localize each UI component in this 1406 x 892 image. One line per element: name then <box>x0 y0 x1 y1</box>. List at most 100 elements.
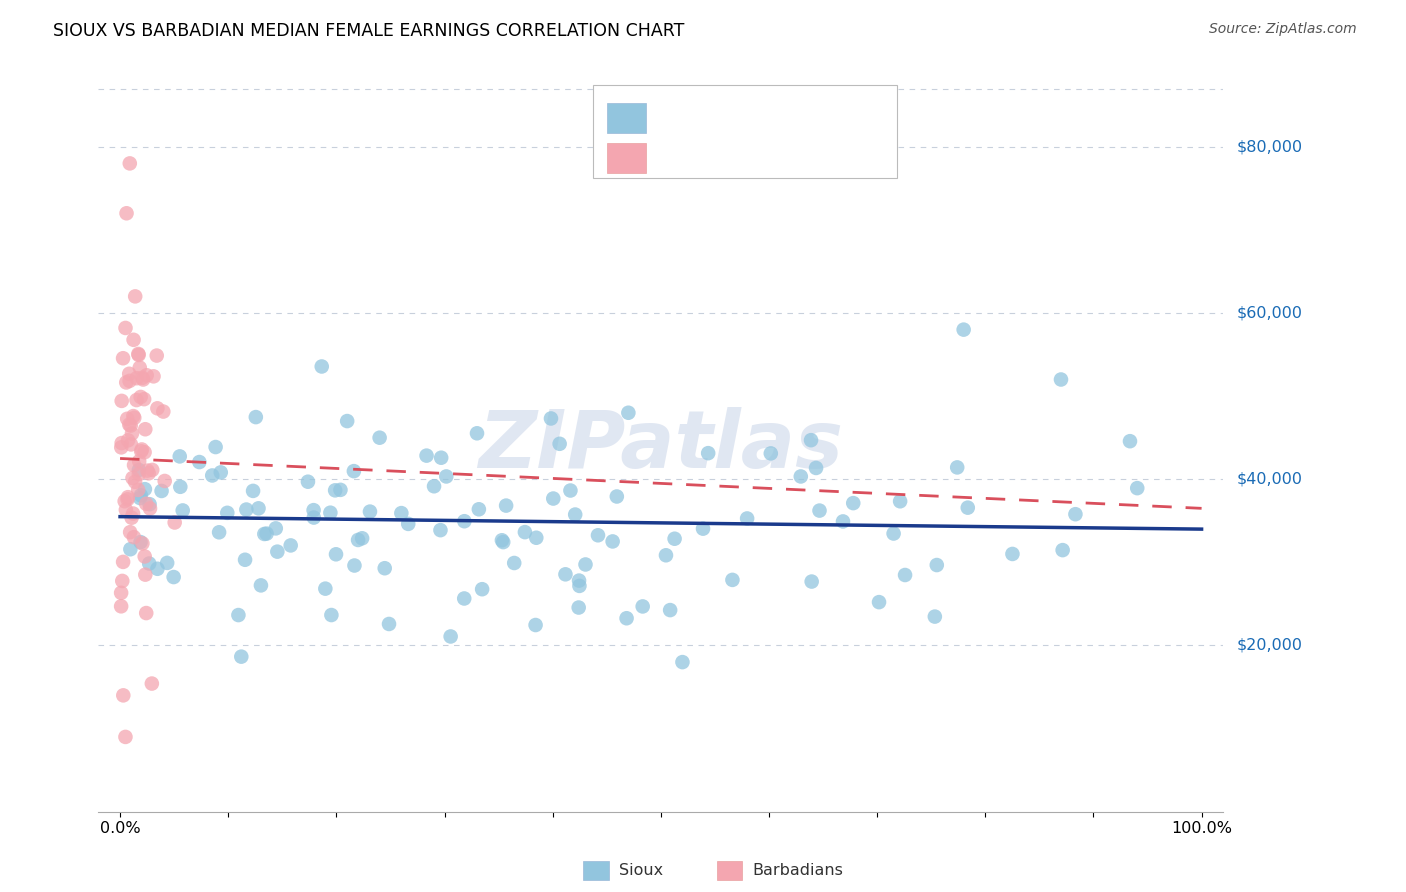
Text: -0.037: -0.037 <box>703 109 756 127</box>
Barbadians <box>135 606 157 620</box>
Sioux <box>245 410 267 425</box>
Barbadians <box>118 417 141 432</box>
Sioux <box>217 506 239 520</box>
Barbadians <box>114 494 136 508</box>
Text: R =: R = <box>661 149 696 167</box>
Sioux <box>201 468 224 483</box>
Sioux <box>560 483 582 498</box>
Sioux <box>1119 434 1142 449</box>
Barbadians <box>117 434 139 448</box>
Barbadians <box>121 426 143 441</box>
Barbadians <box>142 369 165 384</box>
Barbadians <box>115 412 138 426</box>
Text: Source: ZipAtlas.com: Source: ZipAtlas.com <box>1209 22 1357 37</box>
Barbadians <box>120 418 142 433</box>
Sioux <box>314 582 336 596</box>
Barbadians <box>122 458 145 472</box>
Sioux <box>188 455 211 469</box>
Sioux <box>548 437 571 451</box>
Sioux <box>169 480 191 494</box>
Sioux <box>321 608 343 623</box>
Barbadians <box>132 372 155 386</box>
Sioux <box>311 359 333 374</box>
Sioux <box>150 483 173 498</box>
Sioux <box>616 611 638 625</box>
Barbadians <box>125 392 148 407</box>
Sioux <box>430 450 453 465</box>
Sioux <box>924 609 946 624</box>
Sioux <box>374 561 396 575</box>
Sioux <box>804 461 827 475</box>
Barbadians <box>139 501 162 516</box>
Text: 65: 65 <box>824 149 851 167</box>
Sioux <box>925 558 948 572</box>
Barbadians <box>121 471 143 485</box>
Barbadians <box>111 574 134 588</box>
Text: $80,000: $80,000 <box>1237 139 1303 154</box>
Text: -0.007: -0.007 <box>703 149 756 167</box>
Sioux <box>491 533 513 548</box>
Sioux <box>396 516 419 531</box>
Barbadians <box>121 510 143 524</box>
Sioux <box>606 490 628 504</box>
Barbadians <box>134 422 156 436</box>
Barbadians <box>117 490 139 504</box>
Barbadians <box>136 464 159 478</box>
Sioux <box>280 538 302 552</box>
Barbadians <box>114 321 136 335</box>
Sioux <box>721 573 744 587</box>
Sioux <box>242 483 264 498</box>
Sioux <box>169 450 191 464</box>
Barbadians <box>125 371 148 385</box>
Sioux <box>568 579 591 593</box>
Sioux <box>1050 372 1073 386</box>
Barbadians <box>115 503 138 517</box>
Sioux <box>554 567 576 582</box>
Sioux <box>495 499 517 513</box>
Sioux <box>586 528 609 542</box>
Sioux <box>128 463 150 477</box>
Barbadians <box>127 483 149 497</box>
Sioux <box>297 475 319 489</box>
Sioux <box>564 508 586 522</box>
Barbadians <box>141 676 163 690</box>
Sioux <box>347 533 370 547</box>
Sioux <box>543 491 565 506</box>
Sioux <box>697 446 720 460</box>
Sioux <box>692 522 714 536</box>
Sioux <box>368 431 391 445</box>
Sioux <box>256 526 278 541</box>
Sioux <box>228 608 250 623</box>
Sioux <box>253 527 276 541</box>
Text: $20,000: $20,000 <box>1237 638 1303 653</box>
Sioux <box>359 505 381 519</box>
Sioux <box>323 483 346 498</box>
Sioux <box>952 323 974 337</box>
Sioux <box>832 515 855 529</box>
Sioux <box>302 510 325 524</box>
Sioux <box>883 526 905 541</box>
Barbadians <box>131 536 153 550</box>
Sioux <box>524 531 547 545</box>
Sioux <box>453 591 475 606</box>
Sioux <box>808 503 831 517</box>
Sioux <box>946 460 969 475</box>
Sioux <box>172 503 194 517</box>
Sioux <box>434 469 457 483</box>
Text: N =: N = <box>776 109 813 127</box>
Sioux <box>209 466 232 480</box>
Sioux <box>429 523 451 537</box>
Sioux <box>325 547 347 561</box>
Barbadians <box>127 347 149 361</box>
Barbadians <box>120 525 142 540</box>
Sioux <box>842 496 865 510</box>
Sioux <box>233 553 256 567</box>
Sioux <box>631 599 654 614</box>
Barbadians <box>112 689 135 703</box>
Text: R =: R = <box>661 109 696 127</box>
Sioux <box>568 574 591 588</box>
Sioux <box>671 655 693 669</box>
Sioux <box>440 630 463 644</box>
Barbadians <box>128 348 150 362</box>
Barbadians <box>128 467 150 481</box>
